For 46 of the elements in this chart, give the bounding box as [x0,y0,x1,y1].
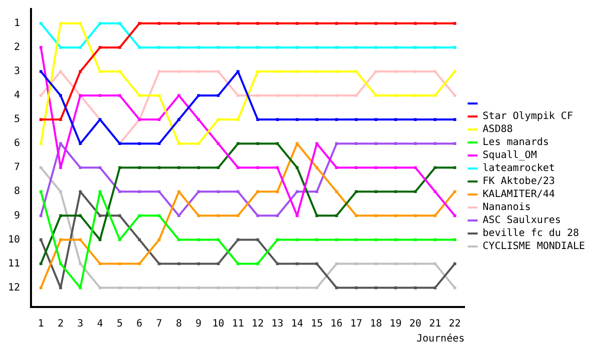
legend-label: Nananois [482,202,531,214]
x-tick-label: 22 [448,318,461,330]
y-tick-label: 2 [14,42,20,54]
legend-label: Les manards [482,137,549,148]
x-tick-label: 14 [291,318,304,330]
x-tick-label: 9 [196,318,202,330]
y-tick-label: 9 [14,210,20,222]
legend-label: KALAMITER/44 [482,189,555,200]
y-tick-label: 1 [14,18,20,30]
x-tick-label: 17 [350,318,362,330]
legend-label: CYCLISME MONDIALE [482,241,586,252]
legend-label: ASC Saulxures [482,215,561,226]
y-tick-label: 10 [8,234,20,246]
y-tick-label: 5 [14,114,20,126]
x-axis-title: Journées [416,334,465,345]
x-tick-label: 7 [156,318,162,330]
x-tick-label: 10 [212,318,224,330]
y-tick-label: 4 [14,90,20,102]
legend-label: ASD88 [482,124,513,136]
legend-label: Squall_OM [482,150,537,162]
x-tick-label: 20 [409,318,422,330]
x-tick-label: 5 [116,318,123,330]
y-tick-label: 11 [8,258,20,270]
legend-label: Star Olympik CF [482,111,573,122]
y-tick-label: 6 [14,138,20,150]
legend-label: beville fc du 28 [482,228,579,240]
y-tick-label: 12 [8,282,20,294]
x-tick-label: 8 [176,318,182,330]
x-tick-label: 3 [77,318,84,330]
x-tick-label: 11 [232,318,244,330]
legend-label: lateamrocket [482,163,555,174]
x-tick-label: 15 [310,318,323,330]
x-tick-label: 19 [390,318,402,330]
x-tick-label: 16 [330,318,343,330]
x-tick-label: 2 [58,318,64,330]
x-tick-label: 18 [370,318,382,330]
y-tick-label: 8 [14,186,20,198]
x-tick-label: 6 [136,318,142,330]
x-tick-label: 12 [252,318,264,330]
x-tick-label: 1 [38,318,44,330]
y-tick-label: 3 [14,66,20,78]
y-tick-label: 7 [14,162,20,174]
x-tick-label: 13 [271,318,284,330]
x-tick-label: 4 [97,318,104,330]
legend-label: FK Aktobe/23 [482,176,555,188]
x-tick-label: 21 [429,318,442,330]
